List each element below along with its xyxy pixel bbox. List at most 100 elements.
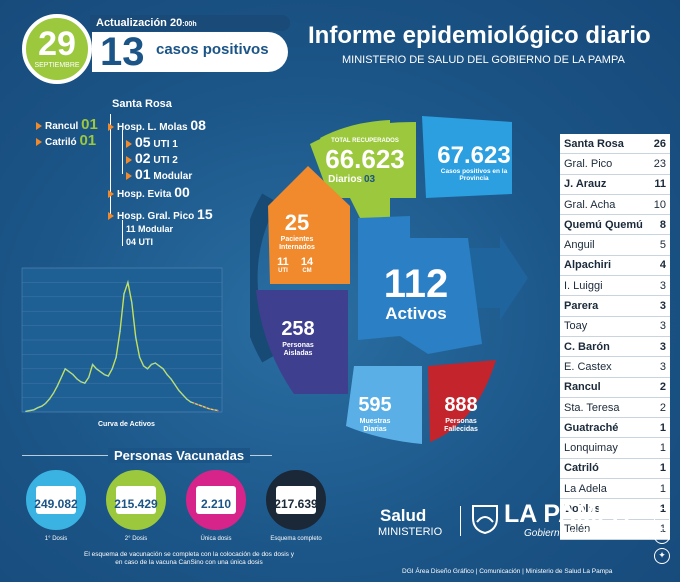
update-suffix: :00h — [182, 21, 197, 28]
table-row: Alpachiri 4 — [560, 255, 670, 277]
chart-point — [48, 398, 51, 400]
chart-point — [154, 362, 157, 364]
chart-point — [33, 409, 35, 411]
chart-point — [209, 408, 211, 410]
recuperados-label: TOTAL RECUPERADOS — [331, 138, 399, 144]
vaccine-dose-value: 2.210 — [200, 497, 232, 511]
locality-name: Catriló — [564, 462, 599, 475]
page-subtitle: MINISTERIO DE SALUD DEL GOBIERNO DE LA P… — [342, 54, 625, 66]
molas-modular-label: Modular — [153, 171, 193, 182]
stats-wheel — [250, 116, 528, 444]
logo-gobierno: Gobierno en Acción — [524, 528, 612, 539]
chart-point — [103, 373, 106, 376]
chart-point — [166, 373, 168, 376]
locality-name: J. Arauz — [564, 178, 607, 191]
locality-value: 5 — [659, 239, 666, 252]
catrilo-item: Catriló 01 — [36, 132, 96, 149]
molas-item: Hosp. L. Molas 08 — [108, 117, 206, 133]
table-row: Doblas 1 — [560, 499, 670, 520]
pico-uti: 04 UTI — [126, 237, 154, 247]
pico-modular: 11 Modular — [126, 224, 174, 234]
chart-point — [29, 409, 31, 412]
chart-point — [44, 402, 47, 405]
locality-value: 2 — [659, 401, 666, 414]
table-row: I. Luiggi 3 — [560, 276, 670, 297]
table-row: Santa Rosa 26 — [560, 134, 670, 155]
chart-point — [178, 389, 180, 392]
pico-item: Hosp. Gral. Pico 15 — [108, 206, 213, 222]
credits: DGI Área Diseño Gráfico | Comunicación |… — [402, 568, 613, 575]
province-map-shape — [276, 486, 316, 514]
chart-point — [201, 405, 204, 408]
molas-uti2: 02 UTI 2 — [126, 150, 178, 166]
locality-name: Rancul — [564, 381, 601, 394]
locality-name: Alpachiri — [564, 259, 612, 272]
molas-value: 08 — [190, 117, 206, 133]
vaccine-dose-circle: 215.429 — [106, 470, 166, 530]
vaccine-dose-label: 1° Dosis — [44, 536, 68, 542]
chart-caption: Curva de Activos — [98, 421, 155, 428]
chart-point — [127, 281, 129, 284]
chart-point — [213, 409, 215, 411]
arrow-icon — [126, 140, 132, 149]
fallecidas-label: Personas Fallecidas — [444, 418, 478, 433]
arrow-icon — [126, 172, 132, 181]
chart-point — [150, 363, 153, 366]
chart-point — [76, 378, 78, 380]
chart-point — [197, 404, 200, 406]
province-map-shape — [116, 486, 156, 514]
internados-label: Pacientes Internados — [279, 236, 315, 251]
la-pampa-emblem-icon — [472, 505, 498, 534]
segment-muestras — [346, 366, 422, 444]
chart-point — [174, 383, 176, 386]
locality-value: 1 — [659, 442, 666, 455]
table-row: Parera 3 — [560, 296, 670, 317]
facebook-icon[interactable]: f — [654, 528, 670, 544]
locality-name: Santa Rosa — [564, 137, 624, 150]
locality-value: 3 — [659, 279, 666, 292]
locality-value: 3 — [659, 320, 666, 333]
segment-aisladas — [256, 290, 348, 394]
chart-point — [162, 368, 164, 370]
table-row: C. Barón 3 — [560, 336, 670, 358]
update-label: Actualización 20 — [96, 17, 183, 29]
molas-uti1-label: UTI 1 — [153, 139, 178, 150]
table-row: Quemú Quemú 8 — [560, 215, 670, 236]
date-day: 29 — [38, 25, 76, 63]
localities-table: Santa Rosa 26 Gral. Pico 23 J. Arauz 11 Gral. … — [560, 134, 670, 540]
locality-name: Toay — [564, 320, 588, 333]
internados-value: 25 — [284, 210, 310, 235]
molas-uti1: 05 UTI 1 — [126, 134, 178, 150]
locality-name: E. Castex — [564, 360, 612, 373]
arrow-icon — [36, 122, 42, 131]
active-curve-chart — [21, 267, 223, 413]
chart-point — [107, 375, 110, 377]
chart-point — [138, 356, 141, 359]
pico-value: 15 — [197, 206, 213, 222]
activos-value: 112 — [383, 262, 449, 306]
chart-point — [130, 301, 133, 304]
twitter-icon[interactable]: ✦ — [654, 548, 670, 564]
tree-line — [122, 130, 123, 174]
evita-value: 00 — [174, 184, 190, 200]
instagram-icon[interactable]: ◎ — [654, 508, 670, 524]
locality-value: 4 — [659, 259, 666, 272]
vaccine-dose-label: Esquema completo — [270, 536, 322, 542]
fallecidas-value: 888 — [444, 394, 478, 416]
molas-uti1-value: 05 — [135, 134, 151, 150]
outer-ring — [250, 193, 278, 363]
date-badge: 29 SEPTIEMBRE — [22, 14, 92, 84]
aisladas-label: Personas Aisladas — [282, 342, 314, 357]
recuperados-diarios-label: Diarios — [328, 174, 362, 185]
chart-point — [119, 330, 121, 333]
vaccine-dose-circle: 2.210 — [186, 470, 246, 530]
logo-la-pampa: LA PAMPA — [504, 500, 630, 528]
santa-rosa-heading: Santa Rosa — [112, 98, 172, 110]
province-map-shape — [36, 486, 76, 514]
chart-point — [36, 406, 39, 409]
locality-name: Quemú Quemú — [564, 218, 643, 231]
chart-point — [185, 398, 188, 400]
chart-point — [64, 368, 66, 370]
molas-uti2-value: 02 — [135, 150, 151, 166]
table-row: Lonquimay 1 — [560, 438, 670, 459]
